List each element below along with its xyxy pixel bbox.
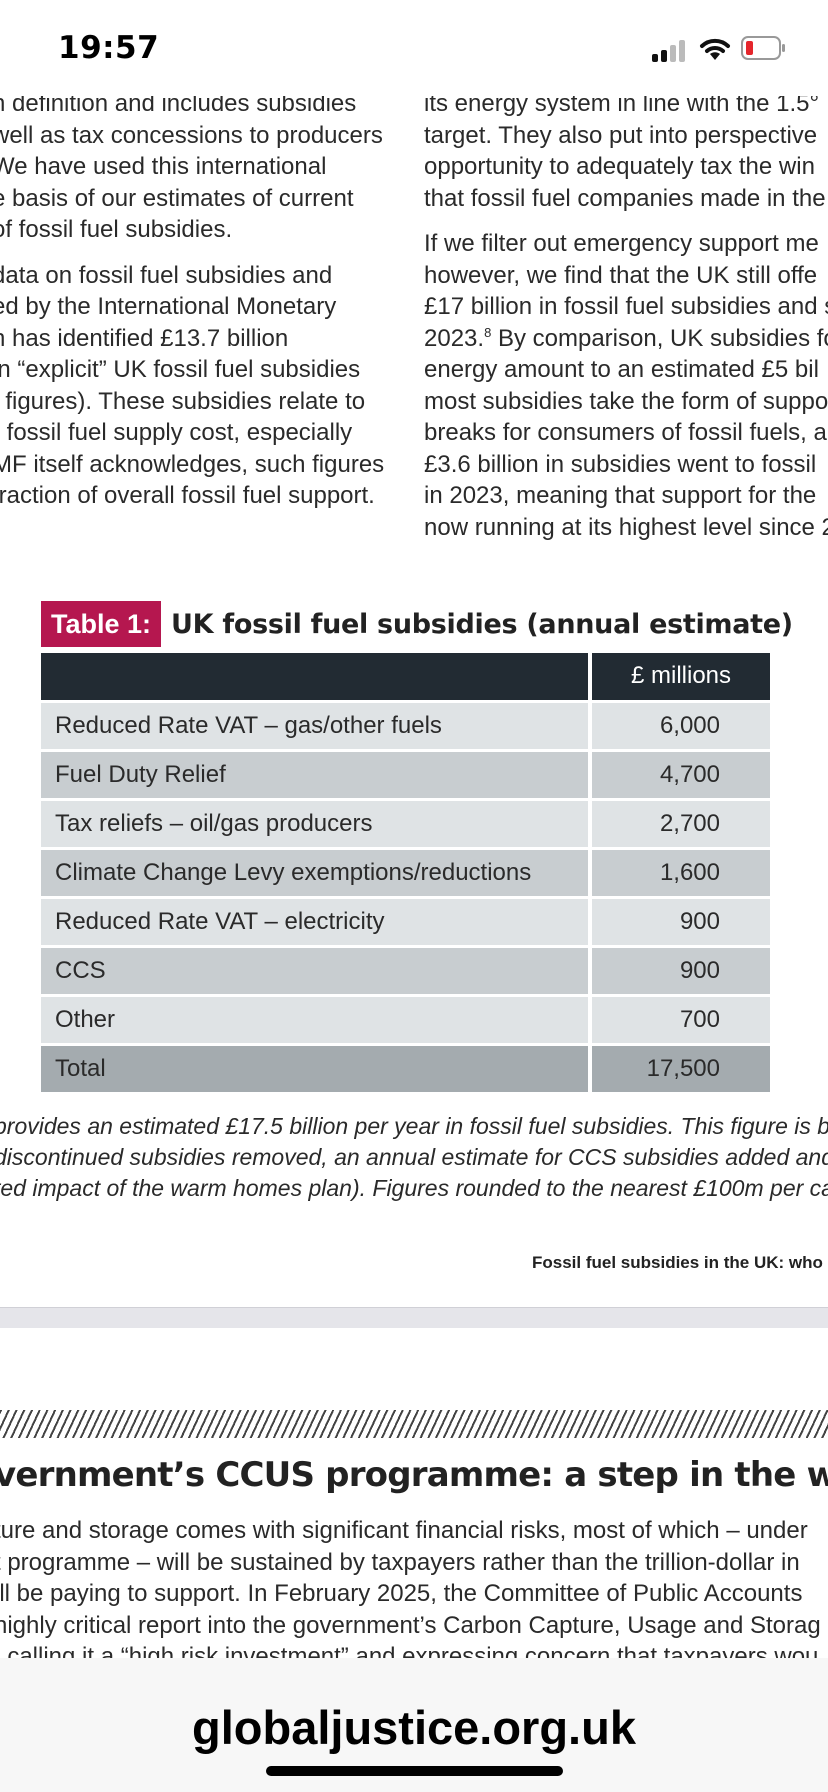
- next-page: vernment’s CCUS programme: a step in the…: [0, 1328, 828, 1658]
- page-separator: [0, 1307, 828, 1329]
- text-line: r fossil fuel supply cost, especially: [0, 419, 353, 446]
- table-header-value: £ millions: [592, 653, 770, 700]
- text-line: £17 billion in fossil fuel subsidies and…: [424, 293, 828, 320]
- table-cell-value: 6,000: [592, 703, 770, 749]
- left-paragraph-1: n definition and includes subsidies well…: [0, 96, 384, 246]
- table-total-row: Total 17,500: [41, 1046, 770, 1092]
- text-line: t figures). These subsidies relate to: [0, 387, 366, 415]
- text-line: n definition and includes subsidies: [0, 96, 357, 117]
- text-line: however, we find that the UK still offe: [424, 261, 818, 289]
- document-page: n definition and includes subsidies well…: [0, 96, 828, 1313]
- caption-line: discontinued subsidies removed, an annua…: [0, 1144, 828, 1170]
- address-bar-url[interactable]: globaljustice.org.uk: [192, 1701, 636, 1754]
- text-line: energy amount to an estimated £5 bil: [424, 356, 819, 383]
- table-cell-name: CCS: [41, 948, 588, 994]
- decorative-hatch-divider: [0, 1410, 828, 1438]
- right-column: its energy system in line with the 1.5° …: [424, 96, 828, 543]
- table-total-value: 17,500: [592, 1046, 770, 1092]
- table-cell-name: Climate Change Levy exemptions/reduction…: [41, 850, 588, 896]
- text-line: breaks for consumers of fossil fuels, a: [424, 419, 827, 446]
- table-title-text: UK fossil fuel subsidies (annual estimat…: [171, 608, 793, 640]
- text-line: We have used this international: [0, 153, 327, 180]
- table-header-name: [41, 653, 588, 700]
- battery-icon: [741, 36, 785, 60]
- text-line: well as tax concessions to producers: [0, 121, 383, 149]
- table-cell-value: 900: [592, 899, 770, 945]
- text-line: target. They also put into perspective: [424, 121, 818, 149]
- text-line: ed by the International Monetary: [0, 293, 337, 320]
- running-footer: Fossil fuel subsidies in the UK: who: [532, 1253, 823, 1272]
- table-row: Climate Change Levy exemptions/reduction…: [41, 850, 770, 896]
- table-cell-value: 900: [592, 948, 770, 994]
- right-paragraph-2: If we filter out emergency support me ho…: [424, 228, 828, 543]
- table-cell-name: Reduced Rate VAT – electricity: [41, 899, 588, 945]
- wifi-icon: [700, 38, 730, 60]
- text-line: fraction of overall fossil fuel support.: [0, 482, 375, 509]
- text-line: of fossil fuel subsidies.: [0, 216, 233, 243]
- table-row: Other 700: [41, 997, 770, 1043]
- text-line: ill be paying to support. In February 20…: [0, 1580, 803, 1607]
- table-row: Tax reliefs – oil/gas producers 2,700: [41, 801, 770, 847]
- text-line: its energy system in line with the 1.5°: [424, 96, 820, 117]
- table-title: Table 1: UK fossil fuel subsidies (annua…: [41, 601, 793, 647]
- text-line: ture and storage comes with significant …: [0, 1517, 808, 1544]
- clock-time: 19:57: [58, 30, 160, 66]
- text-line: now running at its highest level since 2: [424, 513, 828, 541]
- table-cell-name: Other: [41, 997, 588, 1043]
- text-line: data on fossil fuel subsidies and: [0, 261, 333, 289]
- browser-bottom-bar: globaljustice.org.uk: [0, 1658, 828, 1792]
- table-cell-value: 4,700: [592, 752, 770, 798]
- text-line: most subsidies take the form of suppo: [424, 387, 828, 415]
- text-line: t programme – will be sustained by taxpa…: [0, 1548, 800, 1576]
- text-line: If we filter out emergency support me: [424, 230, 819, 257]
- table-number-badge: Table 1:: [41, 601, 162, 647]
- left-column: n definition and includes subsidies well…: [0, 96, 384, 512]
- table-total-name: Total: [41, 1046, 588, 1092]
- table-cell-value: 700: [592, 997, 770, 1043]
- footnote-marker[interactable]: 8: [484, 324, 492, 340]
- text-line: , calling it a “high risk investment” an…: [0, 1643, 819, 1658]
- table-cell-name: Tax reliefs – oil/gas producers: [41, 801, 588, 847]
- table-cell-name: Fuel Duty Relief: [41, 752, 588, 798]
- caption-line: ted impact of the warm homes plan). Figu…: [0, 1175, 828, 1201]
- table-row: Reduced Rate VAT – gas/other fuels 6,000: [41, 703, 770, 749]
- table-header-row: £ millions: [41, 653, 770, 700]
- table-cell-value: 2,700: [592, 801, 770, 847]
- text-line: that fossil fuel companies made in the: [424, 184, 826, 212]
- subsidies-table: £ millions Reduced Rate VAT – gas/other …: [41, 653, 770, 1095]
- section-body: ture and storage comes with significant …: [0, 1515, 821, 1658]
- text-line: MF itself acknowledges, such figures: [0, 450, 385, 478]
- text-line: in “explicit” UK fossil fuel subsidies: [0, 356, 361, 383]
- text-line: opportunity to adequately tax the win: [424, 153, 815, 180]
- home-indicator[interactable]: [266, 1766, 563, 1776]
- table-caption: provides an estimated £17.5 billion per …: [0, 1111, 828, 1204]
- text-line: 2023.: [424, 324, 485, 352]
- table-cell-value: 1,600: [592, 850, 770, 896]
- text-line: e basis of our estimates of current: [0, 184, 354, 212]
- table-row: Reduced Rate VAT – electricity 900: [41, 899, 770, 945]
- status-bar: 19:57: [0, 0, 828, 96]
- text-line: highly critical report into the governme…: [0, 1611, 821, 1639]
- table-row: Fuel Duty Relief 4,700: [41, 752, 770, 798]
- left-paragraph-2: data on fossil fuel subsidies and ed by …: [0, 260, 384, 512]
- text-line: £3.6 billion in subsidies went to fossil: [424, 450, 817, 478]
- text-line: By comparison, UK subsidies fo: [491, 324, 828, 352]
- caption-line: provides an estimated £17.5 billion per …: [0, 1113, 828, 1139]
- table-cell-name: Reduced Rate VAT – gas/other fuels: [41, 703, 588, 749]
- right-paragraph-1: its energy system in line with the 1.5° …: [424, 96, 828, 214]
- text-line: in 2023, meaning that support for the: [424, 482, 817, 509]
- table-row: CCS 900: [41, 948, 770, 994]
- section-heading: vernment’s CCUS programme: a step in the…: [0, 1455, 828, 1495]
- text-line: h has identified £13.7 billion: [0, 324, 289, 352]
- cellular-signal-icon: [652, 38, 688, 62]
